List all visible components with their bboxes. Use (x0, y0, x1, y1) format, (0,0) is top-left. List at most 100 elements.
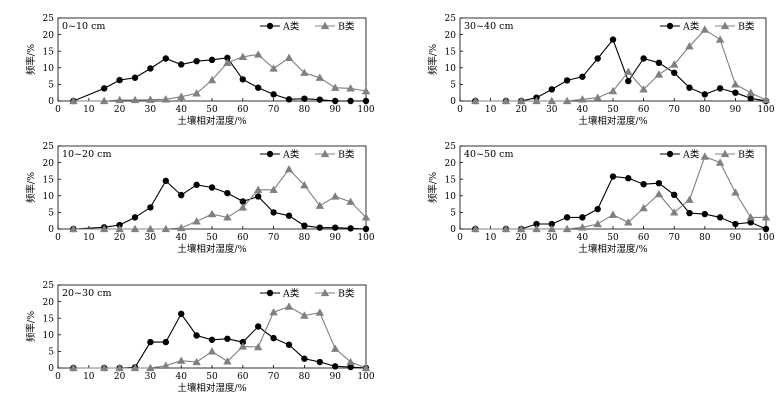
data-point (716, 85, 724, 92)
x-tick-label: 60 (237, 105, 249, 115)
y-tick-label: 15 (445, 47, 457, 57)
x-tick-label: 20 (114, 372, 126, 382)
data-point (208, 336, 216, 343)
x-tick-label: 30 (546, 233, 558, 243)
x-tick-label: 70 (268, 233, 280, 243)
data-point (578, 95, 587, 103)
x-tick-label: 50 (206, 233, 218, 243)
data-point (115, 95, 124, 104)
data-point (101, 85, 108, 92)
x-tick-label: 0 (457, 233, 463, 243)
data-point (301, 355, 308, 362)
data-point (207, 75, 217, 84)
legend-marker (320, 149, 330, 158)
data-point (162, 177, 169, 185)
series-b (471, 25, 771, 105)
x-tick-label: 100 (757, 105, 774, 115)
legend: A类 B类 (260, 288, 355, 300)
x-tick-label: 20 (515, 233, 527, 243)
x-tick-label: 70 (268, 372, 280, 382)
y-tick-label: 25 (445, 142, 457, 152)
x-tick-label: 30 (546, 105, 558, 115)
data-point (732, 220, 739, 228)
y-tick-label: 15 (43, 175, 55, 185)
x-tick-label: 90 (329, 105, 341, 115)
x-tick-label: 100 (357, 105, 374, 115)
chart-panel: 0 5 10 15 20 25 0 10 20 30 40 50 60 70 80 90 100 土壤相对湿度/%… (427, 14, 775, 127)
data-point (301, 95, 308, 102)
data-point (223, 213, 232, 221)
series-b (69, 165, 371, 233)
legend-label: B类 (338, 288, 355, 300)
chart-panel: 0 5 10 15 20 25 0 10 20 30 40 50 60 70 80 90 100 土壤相对湿度/%… (25, 281, 375, 394)
data-point (162, 338, 169, 346)
data-point (625, 175, 632, 182)
y-tick-label: 20 (445, 159, 457, 169)
data-point (270, 334, 277, 342)
data-point (269, 64, 278, 72)
series-a (70, 310, 370, 372)
y-tick-label: 10 (43, 64, 55, 74)
data-point (731, 188, 740, 196)
legend-label: B类 (738, 149, 755, 161)
data-point (147, 204, 154, 211)
legend: A类 B类 (260, 149, 355, 161)
data-point (147, 65, 154, 72)
data-point (608, 210, 618, 218)
data-point (346, 197, 355, 205)
data-point (686, 84, 693, 91)
legend-marker (666, 150, 674, 158)
data-point (547, 96, 556, 105)
x-tick-label: 80 (299, 233, 311, 243)
data-point (471, 224, 480, 233)
data-point (100, 363, 109, 372)
x-tick-label: 0 (55, 233, 61, 243)
x-tick-label: 10 (83, 105, 95, 115)
y-tick-label: 0 (48, 225, 54, 235)
data-point (609, 173, 617, 180)
series-a (472, 36, 770, 105)
data-point (716, 214, 724, 221)
data-point (284, 53, 294, 61)
y-axis-label: 频率/% (25, 172, 37, 203)
x-tick-label: 70 (668, 233, 680, 243)
x-axis-label: 土壤相对湿度/% (177, 115, 246, 127)
x-tick-label: 60 (638, 233, 650, 243)
legend-label: B类 (738, 21, 755, 33)
data-point (746, 88, 755, 96)
data-point (69, 224, 78, 233)
data-point (316, 96, 323, 103)
data-point (532, 96, 541, 105)
data-point (178, 310, 185, 318)
data-point (747, 219, 754, 226)
data-point (146, 224, 155, 233)
data-point (655, 59, 663, 67)
data-point (207, 209, 217, 218)
data-point (69, 96, 78, 105)
x-tick-label: 10 (485, 233, 497, 243)
data-point (593, 219, 602, 228)
x-tick-label: 30 (145, 372, 157, 382)
data-point (670, 208, 679, 216)
series-b (471, 152, 771, 233)
data-point (346, 357, 355, 366)
panel-title: 10~20 cm (62, 149, 112, 160)
panel-title: 0~10 cm (62, 21, 105, 32)
data-point (316, 358, 323, 366)
data-point (563, 214, 571, 221)
x-tick-label: 20 (114, 105, 126, 115)
data-point (192, 357, 201, 366)
data-point (162, 55, 169, 62)
data-point (130, 224, 140, 233)
y-tick-label: 5 (48, 348, 54, 358)
data-point (315, 201, 324, 209)
data-point (224, 54, 231, 62)
data-point (284, 165, 294, 173)
data-point (361, 86, 371, 95)
x-tick-label: 100 (357, 233, 374, 243)
data-point (533, 220, 540, 228)
data-point (239, 198, 246, 205)
data-point (223, 357, 232, 365)
x-tick-label: 30 (145, 105, 157, 115)
data-point (361, 213, 371, 221)
